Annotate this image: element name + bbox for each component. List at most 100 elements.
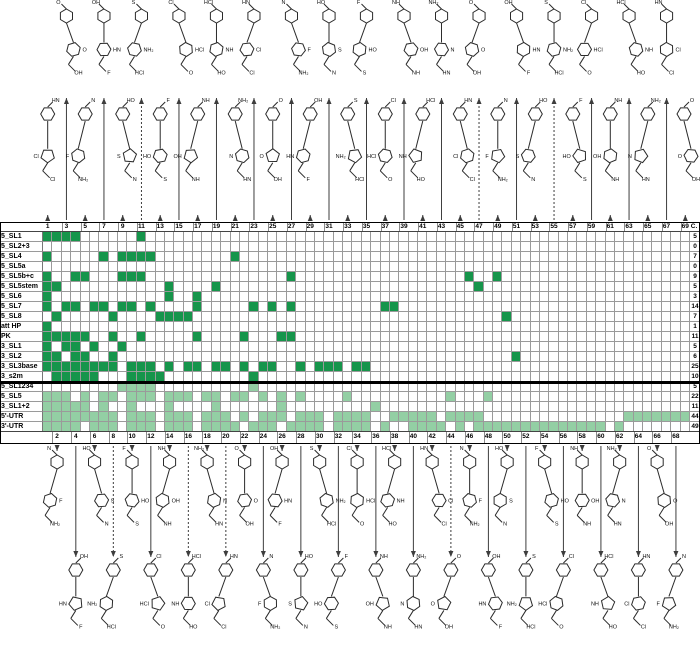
matrix-cell (614, 272, 625, 282)
molecule-bond (213, 610, 220, 619)
matrix-cell (202, 262, 212, 272)
matrix-cell (174, 232, 184, 242)
matrix-cell (624, 412, 634, 422)
matrix-cell (193, 272, 203, 282)
matrix-cell (324, 232, 334, 242)
matrix-cell (652, 262, 662, 272)
matrix-cell (586, 382, 597, 392)
atom-label: OH (591, 498, 599, 504)
molecule-bond (379, 162, 386, 172)
molecule-ring (211, 596, 226, 612)
molecule-bond (436, 64, 444, 72)
matrix-cell (202, 402, 212, 412)
matrix-cell (408, 332, 418, 342)
matrix-cell (277, 272, 287, 282)
hit-count: 3 (690, 292, 700, 302)
molecule-bond (185, 170, 194, 179)
matrix-cell (183, 402, 193, 412)
matrix-cell (446, 342, 456, 352)
matrix-cell (343, 282, 353, 292)
matrix-cell (558, 282, 568, 292)
matrix-cell (568, 282, 578, 292)
matrix-cell (436, 322, 447, 332)
matrix-cell (577, 322, 587, 332)
atom-label: O (678, 154, 683, 160)
molecule-bond (162, 468, 171, 494)
molecule-bond (129, 56, 135, 65)
matrix-cell (80, 402, 90, 412)
matrix-cell (586, 232, 597, 242)
molecule-ring (152, 148, 168, 163)
arrowhead (523, 551, 529, 557)
matrix-cell (164, 252, 175, 262)
matrix-row (43, 312, 690, 322)
matrix-cell (61, 412, 72, 422)
molecule-bond (321, 507, 328, 516)
atom-label: HCl (195, 47, 204, 53)
matrix-cell (277, 312, 287, 322)
matrix-cell (99, 352, 109, 362)
matrix-cell (89, 262, 100, 272)
molecule-ring (377, 148, 393, 164)
matrix-cell (221, 342, 231, 352)
matrix-cell (539, 332, 550, 342)
atom-label: OH (80, 554, 88, 560)
molecule-ring (207, 492, 222, 508)
matrix-cell (333, 352, 343, 362)
matrix-cell (624, 272, 634, 282)
hit-count: 0 (690, 242, 700, 252)
matrix-cell (155, 352, 165, 362)
matrix-cell (399, 352, 409, 362)
matrix-cell (352, 412, 362, 422)
molecule-bond (297, 170, 306, 179)
matrix-cell (596, 232, 606, 242)
molecule-ring (122, 148, 138, 163)
matrix-cell (502, 232, 512, 242)
atom-label: O (388, 177, 393, 183)
molecule-bond (633, 618, 641, 626)
matrix-cell (52, 402, 62, 412)
molecule-bond (443, 576, 452, 597)
matrix-cell (661, 332, 672, 342)
matrix-cell (193, 242, 203, 252)
number-tick-top (549, 222, 551, 232)
matrix-cell (211, 332, 222, 342)
matrix-cell (52, 322, 62, 332)
matrix-cell (671, 322, 681, 332)
atom-label: NH (392, 0, 400, 6)
matrix-cell (483, 292, 493, 302)
number-tick-bottom (408, 432, 410, 444)
matrix-cell (89, 332, 100, 342)
matrix-cell (230, 312, 240, 322)
matrix-cell (427, 312, 437, 322)
atom-label: HN (533, 47, 541, 53)
matrix-cell (530, 262, 540, 272)
matrix-cell (202, 272, 212, 282)
matrix-cell (530, 332, 540, 342)
atom-label: N (105, 521, 109, 527)
matrix-cell (427, 352, 437, 362)
molecule-bond (47, 101, 54, 108)
number-tick-bottom (258, 432, 260, 444)
matrix-cell (511, 312, 522, 322)
molecule-ring (323, 596, 339, 611)
matrix-cell (146, 322, 156, 332)
matrix-cell (230, 342, 240, 352)
matrix-cell (183, 242, 193, 252)
matrix-cell (239, 332, 250, 342)
matrix-cell (399, 242, 409, 252)
matrix-cell (539, 282, 550, 292)
atom-label: NH₂ (498, 177, 508, 183)
number-tick-bottom (652, 432, 654, 444)
matrix-cell (174, 292, 184, 302)
matrix-cell (530, 322, 540, 332)
matrix-cell (530, 402, 540, 412)
matrix-cell (483, 322, 493, 332)
matrix-cell (661, 292, 672, 302)
matrix-cell (661, 242, 672, 252)
molecule-ring (247, 8, 261, 24)
molecule-bond (683, 120, 692, 149)
matrix-cell (464, 242, 475, 252)
matrix-cell (605, 252, 615, 262)
matrix-cell (127, 262, 137, 272)
